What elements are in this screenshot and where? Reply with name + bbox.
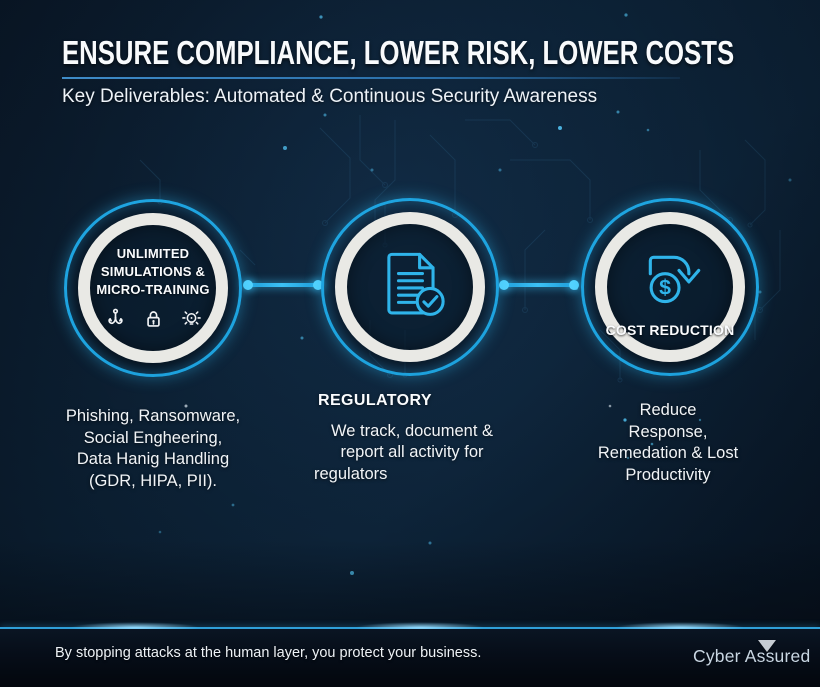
footer-bar: By stopping attacks at the human layer, … bbox=[0, 629, 820, 687]
circle-content bbox=[347, 224, 473, 350]
pillar-circle-cost-reduction: $ COST REDUCTION bbox=[581, 198, 759, 376]
circle-outer-ring bbox=[64, 199, 242, 377]
description-line: Response, bbox=[628, 422, 708, 441]
regulatory-heading: REGULATORY bbox=[318, 392, 432, 409]
connector-node bbox=[313, 280, 323, 290]
connector-line bbox=[502, 283, 574, 287]
connector-node bbox=[569, 280, 579, 290]
description-line: Remedation & Lost bbox=[597, 444, 739, 462]
description-line: Data Hanig Handling bbox=[76, 450, 230, 468]
description-simulations: Phishing, Ransomware, Social Engheering,… bbox=[38, 406, 268, 492]
connector-node bbox=[499, 280, 509, 290]
hook-icon bbox=[107, 308, 123, 324]
description-line: Phishing, Ransomware, bbox=[65, 407, 241, 425]
circle-label-line: SIMULATIONS & bbox=[100, 263, 206, 279]
circle-label: COST REDUCTION bbox=[605, 322, 735, 338]
description-line: Social Engheering, bbox=[83, 428, 223, 447]
title-underline bbox=[62, 77, 680, 79]
circle-label-line: UNLIMITED bbox=[116, 245, 190, 261]
page-subtitle: Key Deliverables: Automated & Continuous… bbox=[62, 86, 598, 107]
description-line: Productivity bbox=[625, 465, 711, 484]
circle-content: UNLIMITED SIMULATIONS & MICRO-TRAINING bbox=[90, 225, 216, 351]
dollar-symbol: $ bbox=[659, 276, 671, 300]
description-line: report all activity for bbox=[340, 443, 484, 461]
description-line: (GDR, HIPA, PII). bbox=[88, 471, 218, 490]
description-line: Reduce bbox=[639, 401, 697, 419]
circle-outer-ring bbox=[581, 198, 759, 376]
circle-outer-ring bbox=[321, 198, 499, 376]
brand-logo-text: Cyber Assured bbox=[693, 646, 811, 666]
footer-message: By stopping attacks at the human layer, … bbox=[55, 645, 482, 661]
bottom-fade-overlay bbox=[0, 540, 820, 628]
connector-line bbox=[246, 283, 318, 287]
circle-label-line: MICRO-TRAINING bbox=[96, 281, 210, 297]
pillar-circle-regulatory bbox=[321, 198, 499, 376]
description-line: regulators bbox=[314, 464, 388, 483]
description-cost-reduction: Reduce Response, Remedation & Lost Produ… bbox=[568, 400, 768, 486]
training-icons-row bbox=[103, 307, 204, 332]
lock-icon bbox=[146, 310, 160, 327]
description-line: We track, document & bbox=[330, 421, 493, 440]
brand-triangle-icon bbox=[758, 640, 776, 652]
bulb-icon bbox=[181, 310, 201, 325]
connector-node bbox=[243, 280, 253, 290]
description-regulatory: REGULATORY We track, document & report a… bbox=[312, 390, 512, 485]
pillar-circle-simulations: UNLIMITED SIMULATIONS & MICRO-TRAINING bbox=[64, 199, 242, 377]
dollar-arrow-icon: $ bbox=[648, 255, 701, 304]
document-check-icon bbox=[387, 252, 445, 316]
page-title: ENSURE COMPLIANCE, LOWER RISK, LOWER COS… bbox=[62, 34, 735, 71]
circle-content: $ COST REDUCTION bbox=[605, 224, 735, 350]
